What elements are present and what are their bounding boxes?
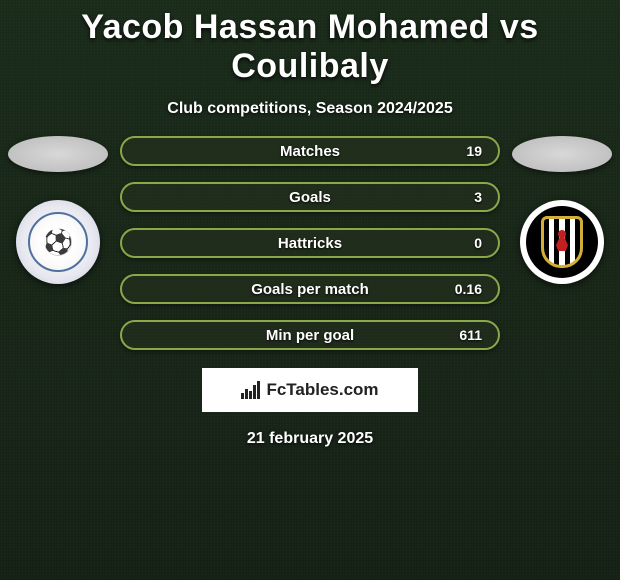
team-logo-left (16, 200, 100, 284)
stat-bar-matches: Matches 19 (120, 136, 500, 166)
team-logo-right (520, 200, 604, 284)
stat-label: Goals per match (251, 281, 369, 298)
stat-value: 3 (474, 189, 482, 205)
stat-label: Goals (289, 189, 331, 206)
stat-bar-goals-per-match: Goals per match 0.16 (120, 274, 500, 304)
stat-label: Min per goal (266, 327, 354, 344)
stat-value: 611 (459, 327, 482, 343)
player-placeholder-left (8, 136, 108, 172)
page-title: Yacob Hassan Mohamed vs Coulibaly (0, 8, 620, 86)
subtitle: Club competitions, Season 2024/2025 (0, 100, 620, 118)
stat-bar-min-per-goal: Min per goal 611 (120, 320, 500, 350)
soccer-ball-icon (44, 228, 72, 256)
watermark-text: FcTables.com (266, 380, 378, 400)
stat-bar-goals: Goals 3 (120, 182, 500, 212)
shield-icon (541, 216, 583, 268)
stats-panel: Matches 19 Goals 3 Hattricks 0 Goals per… (108, 136, 512, 350)
stat-value: 0 (474, 235, 482, 251)
stat-bar-hattricks: Hattricks 0 (120, 228, 500, 258)
chart-icon (241, 381, 260, 399)
right-side (512, 136, 612, 284)
left-side (8, 136, 108, 284)
player-placeholder-right (512, 136, 612, 172)
stat-value: 0.16 (455, 281, 482, 297)
date-text: 21 february 2025 (0, 430, 620, 448)
stat-label: Hattricks (278, 235, 342, 252)
watermark: FcTables.com (202, 368, 418, 412)
stat-value: 19 (466, 143, 482, 159)
stat-label: Matches (280, 143, 340, 160)
